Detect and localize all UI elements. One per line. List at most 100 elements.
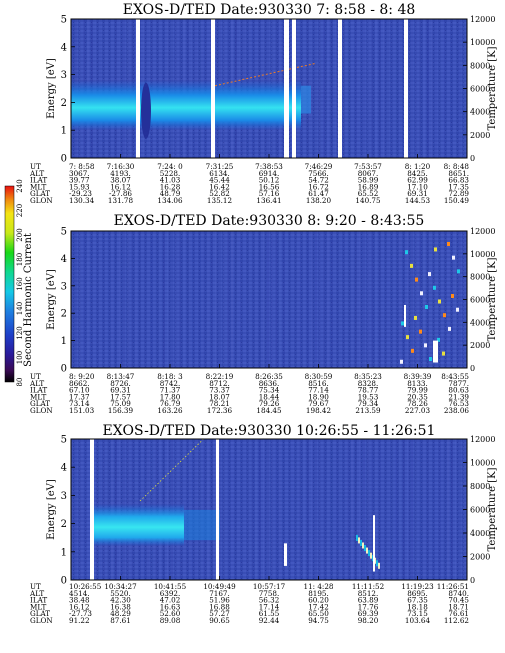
table-cell: 90.65	[209, 616, 230, 625]
ion-energy-band-tail	[184, 509, 220, 541]
spectrogram-streak	[147, 231, 149, 368]
burst-mark	[457, 269, 460, 274]
table-cell: 18.71	[448, 602, 469, 611]
table-cell: 48.79	[160, 189, 181, 198]
y-tick-label: 0	[61, 576, 67, 587]
table-cell: 10:34:27	[104, 582, 137, 591]
table-cell: 3067.	[69, 169, 90, 178]
spectrogram-streak	[255, 439, 257, 580]
table-cell: 8: 1:20	[405, 162, 431, 171]
spectrogram-streak	[407, 439, 409, 580]
y2-tick-label: 8000	[470, 61, 490, 70]
table-row-label: GLON	[30, 406, 53, 415]
spectrogram-background	[71, 231, 467, 368]
spectrogram-streak	[263, 231, 265, 368]
spectrogram-streak	[331, 231, 333, 368]
table-cell: 17.42	[308, 602, 329, 611]
spectrogram-streak	[327, 19, 329, 158]
y2-axis-label: Temperature [K]	[487, 257, 498, 341]
y2-tick-label: 12000	[470, 435, 495, 444]
table-cell: 66.83	[448, 176, 469, 185]
y2-tick-label: 6000	[470, 506, 490, 515]
spectrogram-streak	[175, 231, 177, 368]
spectrogram-streak	[403, 439, 405, 580]
spectrogram-streak	[415, 19, 417, 158]
table-cell: 7:16:30	[107, 162, 135, 171]
table-cell: 15.93	[69, 182, 90, 191]
spectrogram-streak	[111, 231, 113, 368]
data-gap	[404, 19, 408, 158]
spectrogram-streak	[431, 439, 433, 580]
table-cell: 69.39	[358, 609, 379, 618]
table-cell: 131.78	[108, 196, 134, 205]
spectrogram-streak	[435, 19, 437, 158]
spectrogram-streak	[219, 231, 221, 368]
spectrogram-streak	[287, 231, 289, 368]
y-tick-label: 0	[61, 154, 67, 165]
spectrogram-streak	[91, 231, 93, 368]
table-row-label: UT	[30, 162, 41, 171]
spectrogram-streak	[211, 439, 213, 580]
table-cell: 61.47	[308, 189, 329, 198]
spectrogram-streak	[403, 231, 405, 368]
spectrogram-streak	[227, 439, 229, 580]
table-cell: 75.09	[110, 399, 131, 408]
table-cell: 17.14	[259, 602, 280, 611]
spectrogram-streak	[231, 231, 233, 368]
spectrogram-streak	[379, 439, 381, 580]
table-cell: 156.39	[108, 406, 134, 415]
table-cell: 8651.	[448, 169, 469, 178]
table-cell: 103.64	[405, 616, 431, 625]
spectrogram-streak	[163, 231, 165, 368]
table-cell: 8742.	[160, 379, 181, 388]
table-cell: 8712.	[209, 379, 230, 388]
y-tick-label: 1	[61, 547, 67, 558]
spectrogram-streak	[339, 231, 341, 368]
spectrogram-streak	[167, 231, 169, 368]
table-cell: 21.39	[448, 392, 469, 401]
table-cell: -29.23	[69, 189, 92, 198]
spectrogram-streak	[303, 439, 305, 580]
burst-mark	[405, 250, 408, 255]
table-cell: 136.41	[256, 196, 281, 205]
spectrogram-streak	[391, 439, 393, 580]
spectrogram-streak	[115, 231, 117, 368]
y2-axis-label: Temperature [K]	[487, 46, 498, 130]
spectrogram-streak	[131, 231, 133, 368]
spectrogram-streak	[451, 231, 453, 368]
y2-tick-label: 6000	[470, 296, 490, 305]
spectrogram-streak	[315, 231, 317, 368]
spectrogram-streak	[299, 231, 301, 368]
table-cell: 8:26:35	[255, 372, 283, 381]
y2-tick-label: 4000	[470, 529, 490, 538]
table-cell: 8740.	[448, 589, 469, 598]
spectrogram-streak	[351, 439, 353, 580]
y2-tick-label: 12000	[470, 15, 495, 24]
table-cell: 10:41:55	[154, 582, 187, 591]
table-cell: 38.07	[110, 176, 131, 185]
table-cell: 76.61	[448, 609, 469, 618]
temperature-trace	[214, 63, 316, 87]
y2-tick-label: 6000	[470, 85, 490, 94]
table-cell: 79.34	[358, 399, 379, 408]
burst-mark	[362, 542, 364, 549]
table-row-label: ALT	[29, 169, 44, 178]
y-tick-label: 2	[61, 519, 67, 530]
data-gap	[284, 19, 289, 158]
spectrogram-streak	[283, 231, 285, 368]
band-dropout	[141, 82, 151, 139]
spectrogram-streak	[235, 231, 237, 368]
spectrogram-streak	[439, 439, 441, 580]
spectrogram-streak	[395, 231, 397, 368]
table-cell: 63.89	[358, 596, 379, 605]
table-cell: 10:57:17	[253, 582, 286, 591]
table-cell: 18.18	[407, 602, 428, 611]
spectrogram-streak	[339, 439, 341, 580]
spectrogram-streak	[319, 231, 321, 368]
table-cell: 8133.	[407, 379, 428, 388]
spectrogram-streak	[419, 439, 421, 580]
ion-energy-band	[94, 503, 184, 547]
table-cell: 67.35	[407, 596, 428, 605]
spectrogram-streak	[447, 439, 449, 580]
table-cell: 16.89	[358, 182, 379, 191]
